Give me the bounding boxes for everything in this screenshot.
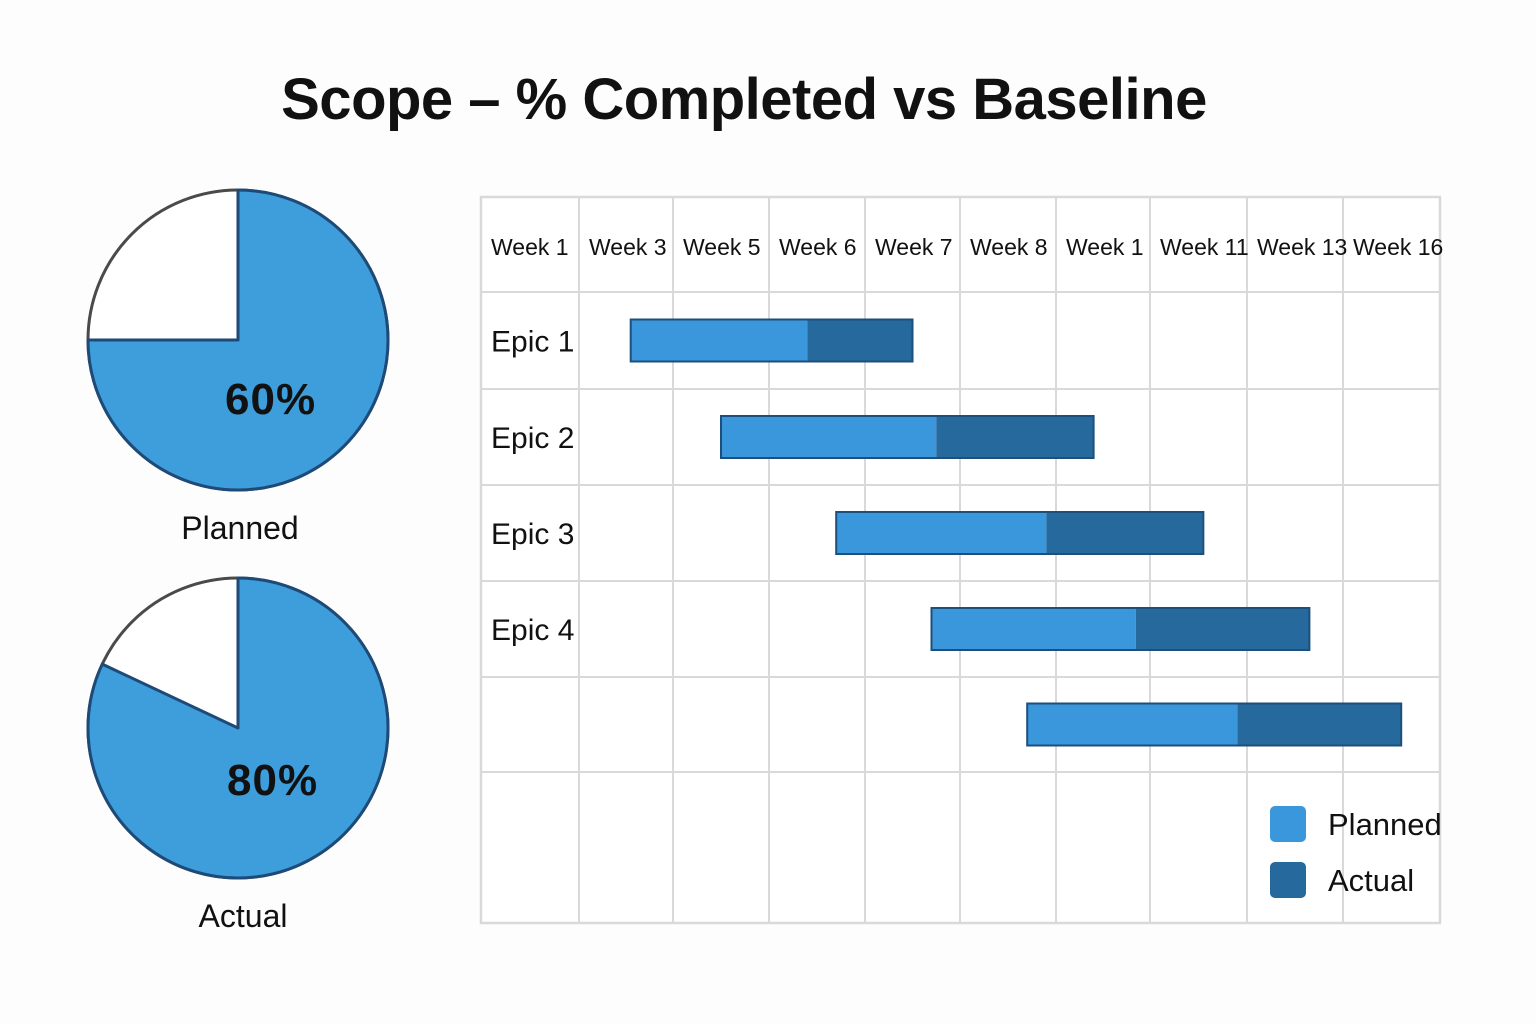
column-header-label: Week 5	[683, 234, 761, 260]
planned-bar	[836, 512, 1047, 554]
legend-label: Planned	[1328, 807, 1442, 842]
planned-pie-slice	[86, 188, 390, 492]
column-header-label: Week 1	[1066, 234, 1144, 260]
actual-pie-svg	[86, 576, 390, 880]
legend-label: Actual	[1328, 863, 1414, 898]
bar-outline	[629, 318, 914, 363]
column-header-label: Week 8	[970, 234, 1048, 260]
row-label: Epic 1	[491, 326, 574, 359]
legend-swatch-actual	[1270, 862, 1306, 898]
actual-bar	[936, 416, 1094, 458]
planned-pie-value: 60%	[225, 375, 317, 424]
actual-pie-chart: 80% Actual	[80, 568, 400, 934]
actual-pie-label: Actual	[198, 898, 288, 934]
planned-bar	[630, 319, 808, 362]
bar-outline	[835, 511, 1205, 555]
planned-pie-label: Planned	[181, 510, 299, 546]
row-label: Epic 2	[491, 422, 574, 455]
column-header-label: Week 1	[491, 234, 569, 260]
row-label: Epic 4	[491, 614, 574, 647]
bar-outline	[930, 607, 1311, 651]
bar-outline	[720, 415, 1095, 459]
actual-pie-slice	[86, 576, 390, 880]
column-header-label: Week 13	[1257, 234, 1347, 260]
column-header-label: Week 16	[1353, 234, 1443, 260]
planned-pie-chart: 60% Planned	[80, 180, 400, 546]
column-header-label: Week 6	[779, 234, 857, 260]
planned-bar	[1027, 703, 1238, 746]
column-header-label: Week 7	[875, 234, 953, 260]
actual-bar	[1237, 703, 1402, 746]
planned-pie-svg	[86, 188, 390, 492]
actual-bar	[1046, 512, 1204, 554]
planned-bar	[931, 608, 1136, 650]
chart-title: Scope – % Completed vs Baseline	[281, 67, 1207, 132]
column-header-label: Week 3	[589, 234, 667, 260]
actual-bar	[807, 319, 913, 362]
row-label: Epic 3	[491, 518, 574, 551]
actual-pie-value: 80%	[227, 756, 319, 805]
actual-bar	[1135, 608, 1310, 650]
legend-swatch-planned	[1270, 806, 1306, 842]
planned-bar	[721, 416, 937, 458]
bar-outline	[1026, 702, 1403, 747]
column-header-label: Week 11	[1160, 234, 1249, 260]
